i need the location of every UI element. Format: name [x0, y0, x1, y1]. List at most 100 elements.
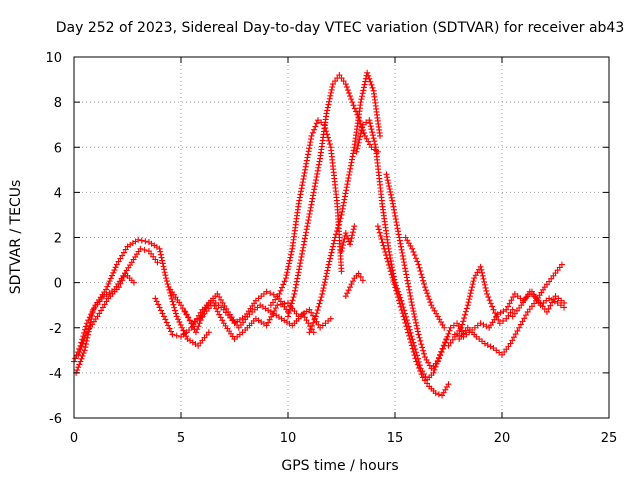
- data-point-interp: [444, 333, 451, 340]
- data-point: [338, 268, 345, 275]
- data-point-interp: [397, 240, 404, 247]
- data-point: [400, 313, 407, 320]
- data-point-interp: [512, 331, 519, 338]
- data-point-interp: [304, 154, 311, 161]
- data-point-interp: [198, 314, 205, 321]
- data-point-interp: [329, 84, 336, 91]
- data-point-interp: [398, 307, 405, 314]
- data-point-interp: [299, 179, 306, 186]
- data-point: [115, 284, 122, 291]
- data-point-interp: [303, 157, 310, 164]
- data-point-interp: [349, 156, 356, 163]
- data-point-interp: [316, 300, 323, 307]
- data-point-interp: [287, 251, 294, 258]
- data-point-interp: [359, 124, 366, 131]
- data-point-interp: [344, 290, 351, 297]
- data-point-interp: [119, 252, 126, 259]
- data-point-interp: [311, 186, 318, 193]
- data-point: [430, 369, 437, 376]
- data-point-interp: [307, 139, 314, 146]
- data-point-interp: [350, 150, 357, 157]
- data-point-interp: [347, 162, 354, 169]
- data-point-interp: [398, 243, 405, 250]
- data-point-interp: [111, 267, 118, 274]
- data-point: [409, 302, 416, 309]
- data-point: [214, 290, 221, 297]
- data-point-interp: [284, 266, 291, 273]
- data-point-interp: [309, 312, 316, 319]
- series-arc-6: [182, 290, 317, 336]
- data-point: [490, 306, 497, 313]
- data-point-interp: [75, 364, 82, 371]
- data-point-interp: [326, 98, 333, 105]
- series-arc-18: [342, 270, 366, 300]
- data-point-interp: [510, 334, 517, 341]
- data-point-interp: [408, 299, 415, 306]
- data-point-interp: [105, 280, 112, 287]
- data-point-interp: [298, 253, 305, 260]
- data-point-interp: [395, 231, 402, 238]
- data-point-interp: [418, 341, 425, 348]
- data-point-interp: [333, 228, 340, 235]
- data-point-interp: [506, 300, 513, 307]
- data-point-interp: [305, 148, 312, 155]
- data-point-interp: [402, 319, 409, 326]
- data-point-interp: [403, 271, 410, 278]
- series-arc-8: [285, 72, 381, 320]
- data-point: [94, 313, 101, 320]
- data-point-interp: [270, 291, 277, 298]
- data-point-interp: [343, 184, 350, 191]
- data-point-interp: [78, 355, 85, 362]
- data-point-interp: [342, 190, 349, 197]
- data-point-interp: [158, 254, 165, 261]
- data-point-interp: [306, 210, 313, 217]
- data-point-interp: [462, 308, 469, 315]
- data-point-interp: [307, 204, 314, 211]
- data-point-interp: [386, 183, 393, 190]
- data-point-interp: [407, 296, 414, 303]
- data-point-interp: [407, 292, 414, 299]
- data-point-interp: [299, 250, 306, 257]
- series-arc-3: [75, 270, 137, 358]
- data-point-interp: [142, 238, 149, 245]
- data-point-interp: [465, 299, 472, 306]
- data-point-interp: [314, 170, 321, 177]
- data-point: [561, 299, 568, 306]
- data-point-interp: [342, 193, 349, 200]
- data-point-interp: [179, 305, 186, 312]
- data-point: [329, 81, 336, 88]
- data-point-interp: [414, 361, 421, 368]
- data-point: [347, 241, 354, 248]
- data-point-interp: [81, 334, 88, 341]
- data-point-interp: [487, 300, 494, 307]
- data-point: [421, 284, 428, 291]
- data-point-interp: [358, 127, 365, 134]
- data-point: [113, 261, 120, 268]
- data-point-interp: [345, 90, 352, 97]
- data-point-interp: [299, 247, 306, 254]
- data-point-interp: [483, 287, 490, 294]
- data-point-interp: [76, 349, 83, 356]
- data-point-interp: [405, 329, 412, 336]
- data-point-interp: [196, 320, 203, 327]
- data-point-interp: [421, 350, 428, 357]
- data-point-interp: [327, 92, 334, 99]
- data-point-interp: [312, 123, 319, 130]
- data-point: [295, 200, 302, 207]
- data-point-interp: [322, 276, 329, 283]
- data-point-interp: [303, 229, 310, 236]
- data-point-interp: [482, 284, 489, 291]
- data-point-interp: [340, 199, 347, 206]
- y-tick-label: -6: [49, 412, 62, 427]
- data-point-interp: [138, 237, 145, 244]
- data-point-interp: [399, 249, 406, 256]
- data-point-interp: [343, 232, 350, 239]
- data-point: [332, 234, 339, 241]
- data-point-interp: [327, 252, 334, 259]
- data-point-interp: [288, 248, 295, 255]
- data-point-interp: [416, 334, 423, 341]
- y-tick-label: -2: [49, 322, 62, 337]
- data-point-interp: [328, 249, 335, 256]
- data-point-interp: [76, 361, 83, 368]
- data-point-interp: [307, 326, 314, 333]
